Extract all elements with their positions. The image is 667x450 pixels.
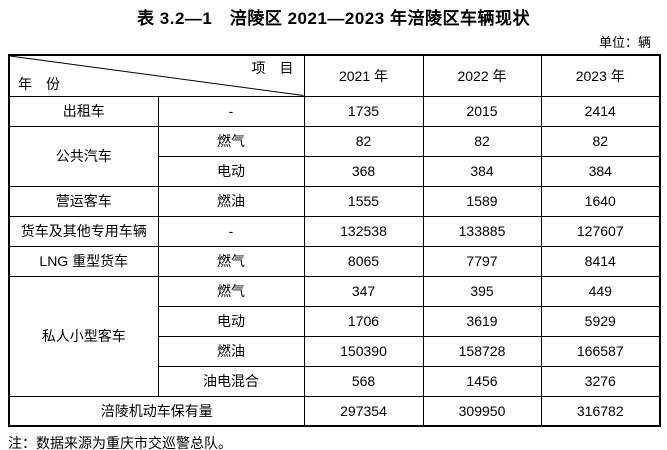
value-cell: 2015 bbox=[422, 95, 542, 127]
value-cell: 384 bbox=[540, 155, 661, 187]
value-cell: 82 bbox=[422, 125, 542, 157]
value-cell: 82 bbox=[540, 125, 661, 157]
value-cell: 1456 bbox=[422, 365, 542, 397]
table-row-bus-gas: 公共汽车 燃气 82 82 82 bbox=[8, 125, 661, 187]
fuel-type-cell: 燃气 bbox=[157, 125, 305, 157]
fuel-type-cell: 电动 bbox=[157, 305, 305, 337]
fuel-type-cell: 燃气 bbox=[157, 275, 305, 307]
fuel-type-cell: 油电混合 bbox=[157, 365, 305, 397]
value-cell: 2414 bbox=[540, 95, 661, 127]
value-cell: 127607 bbox=[540, 215, 661, 247]
value-cell: 8065 bbox=[303, 245, 424, 277]
value-cell: 368 bbox=[303, 155, 424, 187]
value-cell: 297354 bbox=[303, 395, 424, 427]
fuel-type-cell: 燃油 bbox=[157, 185, 305, 217]
fuel-type-cell: 电动 bbox=[157, 155, 305, 187]
fuel-type-cell: - bbox=[157, 215, 305, 247]
table-row-private-gas: 私人小型客车 燃气 347 395 449 bbox=[8, 275, 661, 397]
value-cell: 3276 bbox=[540, 365, 661, 397]
value-cell: 384 bbox=[422, 155, 542, 187]
value-cell: 1555 bbox=[303, 185, 424, 217]
value-cell: 166587 bbox=[540, 335, 661, 367]
total-label-cell: 涪陵机动车保有量 bbox=[8, 395, 305, 427]
value-cell: 158728 bbox=[422, 335, 542, 367]
header-diagonal-cell: 项 目 年 份 bbox=[8, 54, 305, 97]
table-header-row: 项 目 年 份 2021 年 2022 年 2023 年 bbox=[8, 54, 661, 97]
vehicle-table: 项 目 年 份 2021 年 2022 年 2023 年 出租车 - 1735 … bbox=[8, 54, 661, 427]
row-label-cell: LNG 重型货车 bbox=[8, 245, 159, 277]
header-year-label: 年 份 bbox=[18, 75, 60, 92]
table-row-total: 涪陵机动车保有量 297354 309950 316782 bbox=[8, 395, 661, 427]
value-cell: 1640 bbox=[540, 185, 661, 217]
table-row-lng-heavy-truck: LNG 重型货车 燃气 8065 7797 8414 bbox=[8, 245, 661, 277]
row-label-cell: 货车及其他专用车辆 bbox=[8, 215, 159, 247]
footnote: 注：数据来源为重庆市交巡警总队。 bbox=[8, 435, 232, 450]
value-cell: 309950 bbox=[422, 395, 542, 427]
row-label-cell: 营运客车 bbox=[8, 185, 159, 217]
year-column-header: 2022 年 bbox=[422, 54, 542, 97]
value-cell: 1735 bbox=[303, 95, 424, 127]
value-cell: 82 bbox=[303, 125, 424, 157]
value-cell: 7797 bbox=[422, 245, 542, 277]
value-cell: 132538 bbox=[303, 215, 424, 247]
table-row-trucks: 货车及其他专用车辆 - 132538 133885 127607 bbox=[8, 215, 661, 247]
value-cell: 1589 bbox=[422, 185, 542, 217]
table-row-commercial-coach: 营运客车 燃油 1555 1589 1640 bbox=[8, 185, 661, 217]
value-cell: 150390 bbox=[303, 335, 424, 367]
value-cell: 449 bbox=[540, 275, 661, 307]
value-cell: 5929 bbox=[540, 305, 661, 337]
value-cell: 8414 bbox=[540, 245, 661, 277]
diagonal-line bbox=[10, 56, 304, 96]
fuel-type-cell: 燃油 bbox=[157, 335, 305, 367]
fuel-type-cell: - bbox=[157, 95, 305, 127]
value-cell: 395 bbox=[422, 275, 542, 307]
row-label-cell: 出租车 bbox=[8, 95, 159, 127]
value-cell: 568 bbox=[303, 365, 424, 397]
year-column-header: 2021 年 bbox=[303, 54, 424, 97]
table-row-private-hybrid: 油电混合 568 1456 3276 bbox=[9, 365, 661, 397]
row-label-cell: 私人小型客车 bbox=[8, 275, 159, 397]
table-row-private-fuel: 燃油 150390 158728 166587 bbox=[9, 335, 661, 367]
fuel-type-cell: 燃气 bbox=[157, 245, 305, 277]
year-column-header: 2023 年 bbox=[540, 54, 661, 97]
value-cell: 347 bbox=[303, 275, 424, 307]
value-cell: 133885 bbox=[422, 215, 542, 247]
table-row-taxi: 出租车 - 1735 2015 2414 bbox=[8, 95, 661, 127]
value-cell: 3619 bbox=[422, 305, 542, 337]
unit-label: 单位：辆 bbox=[598, 35, 651, 50]
row-label-cell: 公共汽车 bbox=[8, 125, 159, 187]
header-item-label: 项 目 bbox=[251, 60, 294, 76]
value-cell: 1706 bbox=[303, 305, 424, 337]
value-cell: 316782 bbox=[540, 395, 661, 427]
table-title: 表 3.2—1 涪陵区 2021—2023 年涪陵区车辆现状 bbox=[137, 9, 530, 28]
